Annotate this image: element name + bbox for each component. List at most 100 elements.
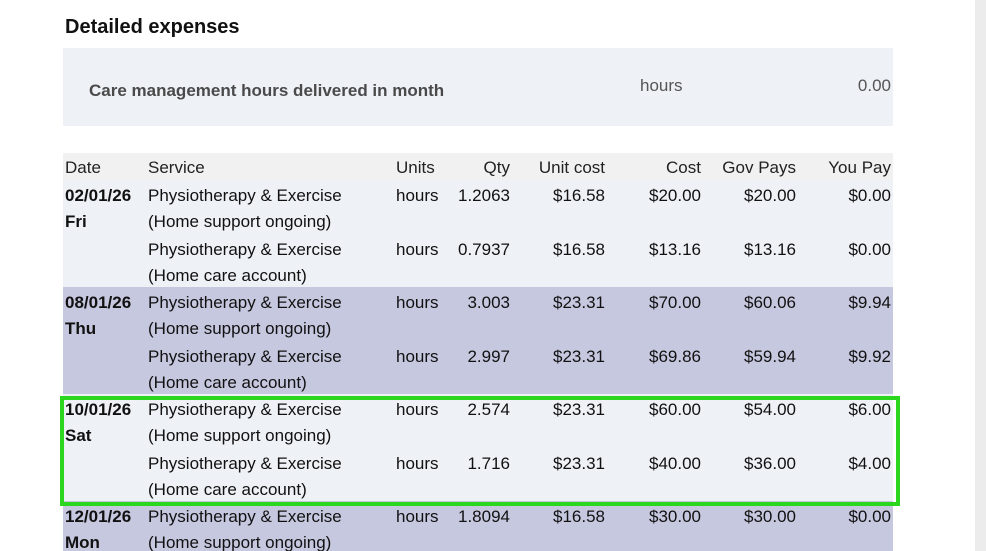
service-name: Physiotherapy & Exercise xyxy=(148,293,342,312)
table-row: Physiotherapy & Exercise (Home care accou… xyxy=(63,448,893,502)
units-cell: hours xyxy=(396,346,439,366)
service-cell: Physiotherapy & Exercise (Home care accou… xyxy=(148,451,342,503)
cost-cell: $13.16 xyxy=(649,239,701,259)
you-pay-cell: $4.00 xyxy=(848,453,891,473)
qty-cell: 3.003 xyxy=(467,293,510,312)
service-account: (Home care account) xyxy=(148,372,307,392)
table-row: 10/01/26 Sat Physiotherapy & Exercise (Home… xyxy=(63,394,893,448)
qty-cell: 0.7937 xyxy=(458,239,510,259)
you-pay-cell: $0.00 xyxy=(848,507,891,526)
service-name: Physiotherapy & Exercise xyxy=(148,346,342,366)
service-name: Physiotherapy & Exercise xyxy=(148,186,342,205)
service-name: Physiotherapy & Exercise xyxy=(148,453,342,473)
unit-cost-cell: $23.31 xyxy=(553,346,605,366)
summary-label: Care management hours delivered in month xyxy=(89,81,445,100)
you-pay-cell: $9.94 xyxy=(848,293,891,312)
unit-cost-cell: $23.31 xyxy=(553,453,605,473)
date-value: 12/01/26 xyxy=(65,507,132,526)
gov-pays-cell: $59.94 xyxy=(744,346,796,366)
qty-cell: 1.8094 xyxy=(458,507,510,526)
table-row: 12/01/26 Mon Physiotherapy & Exercise (Home… xyxy=(63,501,893,551)
summary-value: 0.00 xyxy=(857,76,891,95)
service-cell: Physiotherapy & Exercise (Home support on… xyxy=(148,504,342,551)
date-value: 10/01/26 xyxy=(65,400,132,419)
section-title: Detailed expenses xyxy=(65,16,240,38)
service-cell: Physiotherapy & Exercise (Home care accou… xyxy=(148,237,342,289)
service-cell: Physiotherapy & Exercise (Home support on… xyxy=(148,290,342,342)
date-group: 12/01/26 Mon Physiotherapy & Exercise (Home… xyxy=(63,501,893,551)
cost-cell: $30.00 xyxy=(649,507,701,526)
day-value: Mon xyxy=(65,533,100,551)
service-account: (Home support ongoing) xyxy=(148,533,332,551)
day-value: Thu xyxy=(65,319,97,338)
day-value: Sat xyxy=(65,426,92,445)
qty-cell: 2.997 xyxy=(467,346,510,366)
cost-cell: $70.00 xyxy=(649,293,701,312)
you-pay-cell: $6.00 xyxy=(848,400,891,419)
gov-pays-cell: $30.00 xyxy=(744,507,796,526)
cost-cell: $60.00 xyxy=(649,400,701,419)
care-management-summary: Care management hours delivered in month… xyxy=(63,48,893,126)
gov-pays-cell: $13.16 xyxy=(744,239,796,259)
header-unit-cost: Unit cost xyxy=(538,158,605,177)
date-cell: 10/01/26 Sat xyxy=(65,397,131,449)
day-value: Fri xyxy=(65,212,87,231)
date-value: 08/01/26 xyxy=(65,293,132,312)
header-you-pay: You Pay xyxy=(828,158,891,177)
you-pay-cell: $0.00 xyxy=(848,186,891,205)
date-cell: 12/01/26 Mon xyxy=(65,504,131,551)
unit-cost-cell: $23.31 xyxy=(553,400,605,419)
units-cell: hours xyxy=(396,186,439,205)
table-row: Physiotherapy & Exercise (Home care accou… xyxy=(63,234,893,288)
service-name: Physiotherapy & Exercise xyxy=(148,507,342,526)
header-service: Service xyxy=(148,158,205,177)
table-header: Date Service Units Qty Unit cost Cost Go… xyxy=(63,153,893,180)
summary-unit: hours xyxy=(640,76,683,95)
you-pay-cell: $9.92 xyxy=(848,346,891,366)
service-account: (Home care account) xyxy=(148,265,307,285)
gov-pays-cell: $36.00 xyxy=(744,453,796,473)
date-cell: 02/01/26 Fri xyxy=(65,183,131,235)
unit-cost-cell: $16.58 xyxy=(553,507,605,526)
service-account: (Home support ongoing) xyxy=(148,319,332,338)
service-cell: Physiotherapy & Exercise (Home support on… xyxy=(148,183,342,235)
you-pay-cell: $0.00 xyxy=(848,239,891,259)
header-gov-pays: Gov Pays xyxy=(722,158,796,177)
header-cost: Cost xyxy=(666,158,701,177)
date-cell: 08/01/26 Thu xyxy=(65,290,131,342)
cost-cell: $20.00 xyxy=(649,186,701,205)
service-account: (Home support ongoing) xyxy=(148,212,332,231)
qty-cell: 1.716 xyxy=(467,453,510,473)
table-row: Physiotherapy & Exercise (Home care accou… xyxy=(63,341,893,395)
units-cell: hours xyxy=(396,400,439,419)
units-cell: hours xyxy=(396,453,439,473)
unit-cost-cell: $16.58 xyxy=(553,186,605,205)
service-account: (Home care account) xyxy=(148,479,307,499)
unit-cost-cell: $16.58 xyxy=(553,239,605,259)
cost-cell: $69.86 xyxy=(649,346,701,366)
header-date: Date xyxy=(65,158,101,177)
expenses-table: Date Service Units Qty Unit cost Cost Go… xyxy=(63,153,893,551)
service-name: Physiotherapy & Exercise xyxy=(148,239,342,259)
gov-pays-cell: $54.00 xyxy=(744,400,796,419)
date-group: 10/01/26 Sat Physiotherapy & Exercise (Home… xyxy=(63,394,893,501)
units-cell: hours xyxy=(396,239,439,259)
table-row: 08/01/26 Thu Physiotherapy & Exercise (Home… xyxy=(63,287,893,341)
qty-cell: 1.2063 xyxy=(458,186,510,205)
units-cell: hours xyxy=(396,293,439,312)
date-group: 02/01/26 Fri Physiotherapy & Exercise (Home… xyxy=(63,180,893,287)
service-cell: Physiotherapy & Exercise (Home care accou… xyxy=(148,344,342,396)
cost-cell: $40.00 xyxy=(649,453,701,473)
gov-pays-cell: $20.00 xyxy=(744,186,796,205)
units-cell: hours xyxy=(396,507,439,526)
header-units: Units xyxy=(396,158,435,177)
table-row: 02/01/26 Fri Physiotherapy & Exercise (Home… xyxy=(63,180,893,234)
header-qty: Qty xyxy=(483,158,510,177)
gov-pays-cell: $60.06 xyxy=(744,293,796,312)
qty-cell: 2.574 xyxy=(467,400,510,419)
table-body: 02/01/26 Fri Physiotherapy & Exercise (Home… xyxy=(63,180,893,551)
date-group: 08/01/26 Thu Physiotherapy & Exercise (Home… xyxy=(63,287,893,394)
vertical-scrollbar[interactable] xyxy=(975,0,986,551)
service-account: (Home support ongoing) xyxy=(148,426,332,445)
